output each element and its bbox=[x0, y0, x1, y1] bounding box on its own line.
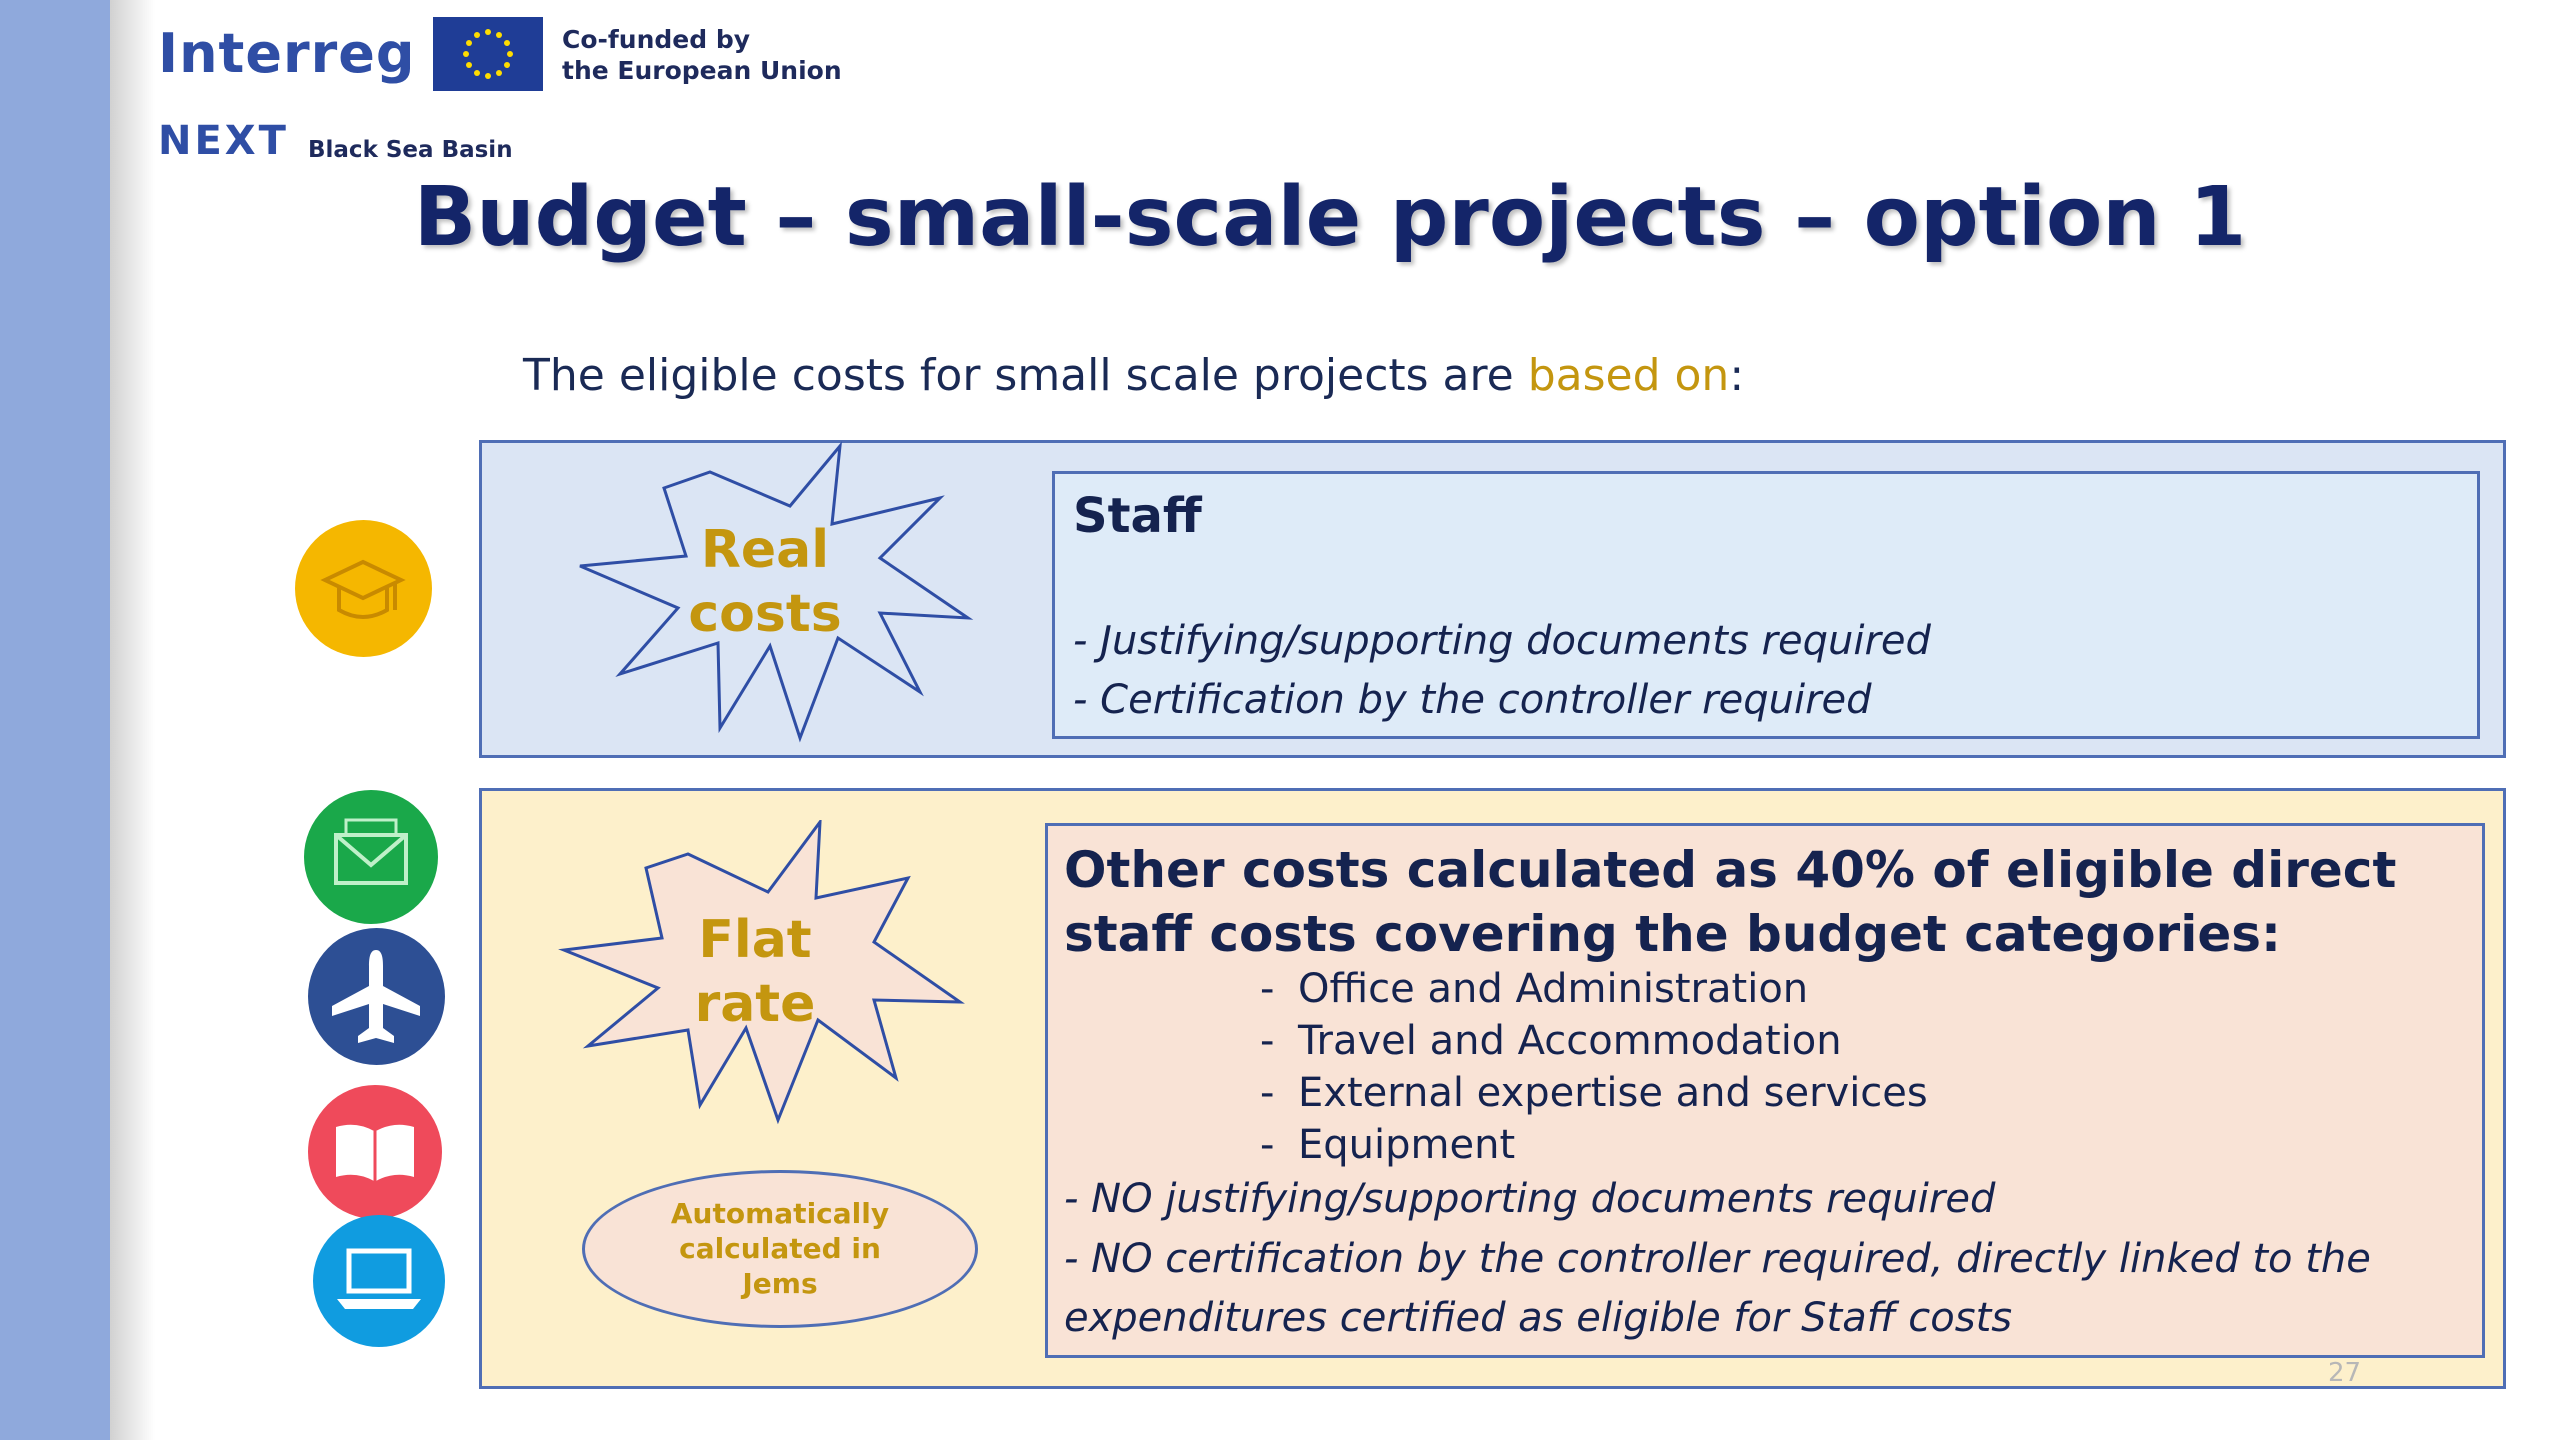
budget-category-item: - Equipment bbox=[1260, 1122, 1516, 1168]
other-costs-heading: Other costs calculated as 40% of eligibl… bbox=[1064, 841, 2397, 963]
cofunded-text: Co-funded by the European Union bbox=[562, 24, 842, 86]
next-logo: NEXT bbox=[158, 118, 289, 164]
auto-line-2: calculated in bbox=[679, 1232, 881, 1265]
budget-category-item: - Office and Administration bbox=[1260, 966, 1809, 1012]
slide-title: Budget – small-scale projects – option 1 bbox=[413, 170, 2247, 265]
subtitle-highlight: based on bbox=[1527, 350, 1730, 401]
subtitle-suffix: : bbox=[1729, 350, 1745, 401]
staff-heading: Staff bbox=[1073, 488, 1202, 544]
flat-rate-line-2: rate bbox=[694, 974, 816, 1034]
staff-note: - Certification by the controller requir… bbox=[1073, 677, 1872, 723]
real-costs-line-2: costs bbox=[688, 584, 842, 644]
eu-flag-icon bbox=[433, 17, 543, 91]
black-sea-basin-label: Black Sea Basin bbox=[308, 137, 513, 163]
auto-calculated-oval bbox=[582, 1170, 978, 1328]
other-costs-note: - NO justifying/supporting documents req… bbox=[1064, 1176, 1996, 1222]
interreg-logo: Interreg bbox=[158, 22, 416, 85]
auto-line-1: Automatically bbox=[670, 1197, 890, 1230]
flat-rate-label: Flat rate bbox=[650, 908, 860, 1036]
cofunded-line-1: Co-funded by bbox=[562, 25, 751, 54]
staff-note: - Justifying/supporting documents requir… bbox=[1073, 618, 1931, 664]
cofunded-line-2: the European Union bbox=[562, 56, 842, 85]
budget-category-item: - External expertise and services bbox=[1260, 1070, 1928, 1116]
real-costs-label: Real costs bbox=[660, 518, 870, 646]
subtitle-prefix: The eligible costs for small scale proje… bbox=[523, 350, 1528, 401]
real-costs-line-1: Real bbox=[700, 520, 830, 580]
airplane-icon bbox=[308, 928, 445, 1065]
auto-line-3: Jems bbox=[742, 1267, 818, 1300]
slide-subtitle: The eligible costs for small scale proje… bbox=[523, 350, 1744, 401]
staff-box bbox=[1052, 471, 2480, 739]
budget-category-item: - Travel and Accommodation bbox=[1260, 1018, 1842, 1064]
book-icon bbox=[308, 1085, 442, 1219]
other-costs-box bbox=[1045, 823, 2485, 1358]
flat-rate-line-1: Flat bbox=[698, 910, 812, 970]
flat-rate-star-icon bbox=[558, 820, 965, 1125]
real-costs-star-icon bbox=[579, 441, 974, 743]
mail-icon bbox=[304, 790, 438, 924]
other-costs-note: - NO certification by the controller req… bbox=[1064, 1236, 2371, 1282]
laptop-icon bbox=[313, 1215, 445, 1347]
other-costs-note: expenditures certified as eligible for S… bbox=[1064, 1295, 2013, 1341]
left-sidebar-band bbox=[0, 0, 110, 1440]
graduation-cap-icon bbox=[295, 520, 432, 657]
page-number: 27 bbox=[2328, 1358, 2362, 1388]
sidebar-shadow bbox=[110, 0, 155, 1440]
auto-calculated-text: Automatically calculated in Jems bbox=[640, 1196, 920, 1301]
